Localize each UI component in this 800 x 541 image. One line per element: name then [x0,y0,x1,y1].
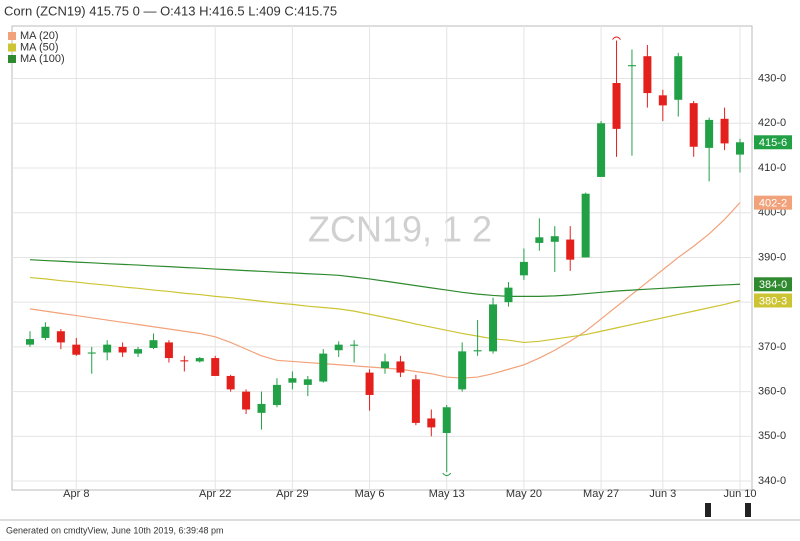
candle-body [566,239,575,260]
candle-body [705,119,714,148]
candle-body [149,340,158,349]
candle-body [581,193,590,258]
legend-swatch [8,55,16,63]
candle-body [365,372,374,395]
x-tick-label: May 27 [583,488,619,500]
candle-body [56,331,65,343]
y-tick-label: 340-0 [758,475,786,487]
candle-body [350,344,359,346]
last-value-label: 415-6 [759,137,787,149]
footer: Generated on cmdtyView, June 10th 2019, … [6,525,223,535]
candle-body [134,349,143,354]
candle-body [164,342,173,359]
candle-body [381,361,389,369]
legend-swatch [8,32,16,40]
x-tick-label: May 13 [429,488,465,500]
candle-body [720,118,729,144]
watermark: ZCN19, 1 2 [308,209,492,250]
y-tick-label: 430-0 [758,72,786,84]
high-marker [612,36,621,40]
candle-body [643,56,652,94]
candle-body [180,360,189,362]
x-tick-label: May 20 [506,488,542,500]
legend-label: MA (20) [20,30,59,42]
last-value-tag [754,277,792,292]
candle-body [674,56,683,100]
y-tick-label: 420-0 [758,117,786,129]
x-tick-label: Apr 29 [276,488,308,500]
candle-body [689,103,698,147]
candle-body [411,379,420,423]
scroll-handle[interactable] [745,503,751,517]
y-tick-label: 360-0 [758,386,786,398]
x-tick-label: Apr 8 [63,488,89,500]
candle-body [334,344,343,351]
y-tick-label: 390-0 [758,251,786,263]
plot-frame [11,25,753,491]
ma-line [29,276,741,344]
ma-line [29,259,741,297]
x-tick-label: Jun 3 [649,488,676,500]
candle-body [658,95,667,106]
last-value-label: 380-3 [759,295,787,307]
candle-body [87,352,96,354]
candle-body [41,326,50,338]
legend-label: MA (100) [20,53,65,65]
candle-body [103,344,112,353]
candle-body [736,142,744,155]
y-tick-label: 370-0 [758,341,786,353]
candle-body [226,375,235,390]
candle-body [211,358,220,376]
x-tick-label: May 6 [355,488,385,500]
x-tick-label: Jun 10 [723,488,756,500]
candle-body [272,384,281,406]
scroll-handle[interactable] [705,503,711,517]
candle-body [442,407,451,433]
candle-body [257,403,266,413]
candle-body [458,351,467,390]
last-value-tag [754,293,792,308]
candle-body [319,353,328,382]
candle-body [427,418,436,428]
last-value-tag [754,195,792,210]
candle-body [288,378,297,383]
candle-body [489,304,498,352]
x-tick-label: Apr 22 [199,488,231,500]
y-tick-label: 350-0 [758,430,786,442]
last-value-tag [754,135,792,150]
candle-body [118,346,127,353]
chart-title: Corn (ZCN19) 415.75 0 — O:413 H:416.5 L:… [4,3,337,18]
candle-body [550,236,559,242]
candle-body [72,344,81,355]
candle-body [627,65,636,67]
candle-body [612,83,621,129]
candle-body [303,379,312,385]
candle-body [597,123,606,177]
candle-body [519,261,528,276]
legend-swatch [8,43,16,52]
y-tick-label: 410-0 [758,162,786,174]
candle-body [195,358,204,362]
candle-body [535,237,544,243]
last-value-label: 384-0 [759,279,787,291]
candle-body [504,287,513,303]
candle-body [473,350,482,352]
candle-body [26,339,34,345]
candle-body [396,361,405,373]
legend-label: MA (50) [20,41,59,53]
candle-body [242,391,251,410]
low-marker [442,472,452,477]
last-value-label: 402-2 [759,198,787,210]
